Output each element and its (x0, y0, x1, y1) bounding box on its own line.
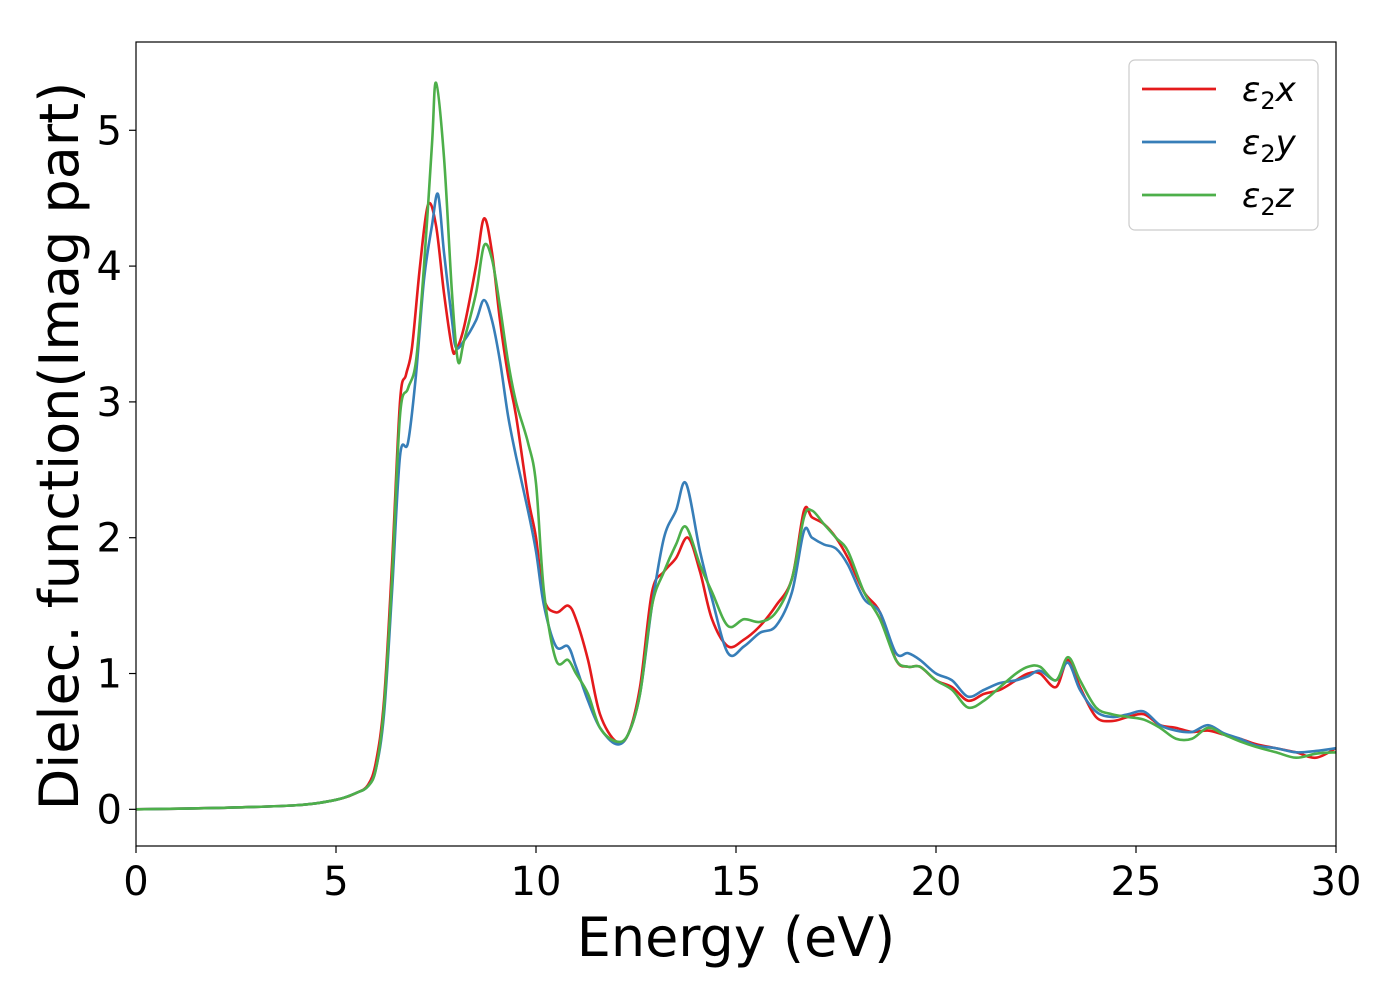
axes-layer: 0 5 10 15 20 25 30 0 1 2 3 4 5 (97, 41, 1362, 905)
x-tick-label: 10 (511, 859, 562, 905)
x-tick-label: 5 (323, 859, 348, 905)
y-tick-label: 0 (97, 787, 122, 833)
x-tick-label: 30 (1311, 859, 1362, 905)
y-axis-title: Dielec. function(Imag part) (28, 82, 91, 811)
x-tick-label: 25 (1111, 859, 1162, 905)
x-axis-title: Energy (eV) (577, 906, 896, 969)
series-line-y (136, 192, 1336, 811)
series-line-x (136, 201, 1336, 811)
x-tick-label: 0 (123, 859, 148, 905)
y-tick-label: 1 (97, 652, 122, 698)
legend-label-x: ε2x (1242, 70, 1297, 115)
y-tick-label: 5 (97, 108, 122, 154)
x-tick-label: 15 (711, 859, 762, 905)
x-tick-label: 20 (911, 859, 962, 905)
y-tick-label: 4 (97, 244, 122, 290)
y-tick-label: 3 (97, 380, 122, 426)
legend-label-y: ε2y (1242, 123, 1297, 168)
legend-box (1128, 59, 1319, 231)
series-line-z (136, 81, 1336, 811)
series-layer (136, 81, 1336, 811)
y-tick-label: 2 (97, 516, 122, 562)
legend: ε2x ε2y ε2z (1128, 59, 1319, 231)
legend-label-z: ε2z (1242, 176, 1295, 221)
